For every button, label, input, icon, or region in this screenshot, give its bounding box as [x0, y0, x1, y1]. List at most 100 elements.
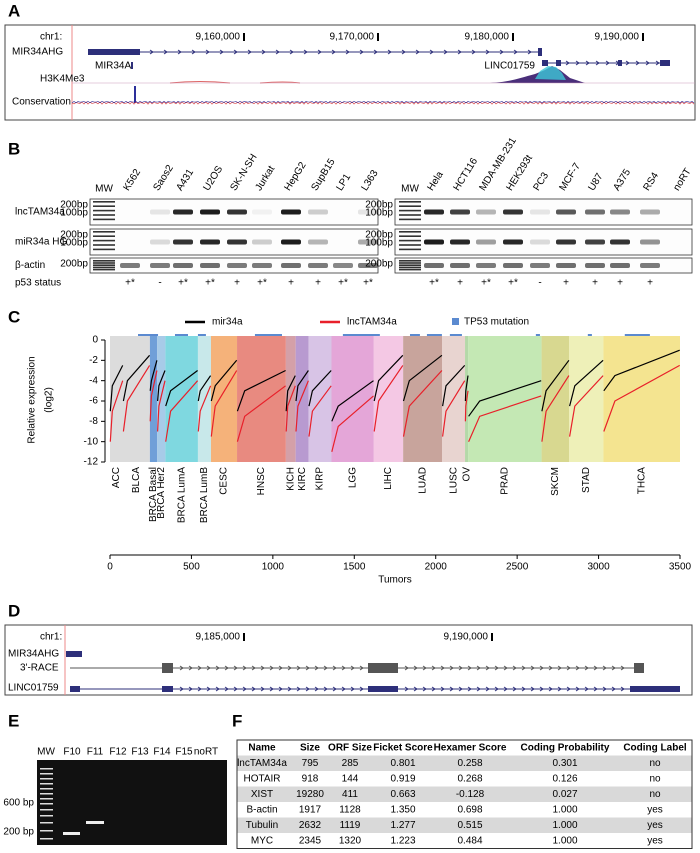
track-label: H3K4Me3 [40, 74, 85, 85]
gel-band [150, 209, 170, 215]
gel-band [358, 263, 378, 268]
ladder-band [93, 262, 115, 264]
strand-arrow [350, 686, 355, 692]
strand-arrow [615, 60, 620, 66]
strand-arrow [635, 60, 640, 66]
strand-arrow [289, 49, 294, 55]
gel-band [530, 239, 550, 245]
strand-arrow [261, 49, 266, 55]
table-cell: -0.128 [456, 789, 485, 800]
category-label: THCA [636, 467, 647, 495]
strand-arrow [512, 665, 517, 671]
gel-band [281, 263, 301, 268]
x-tick-label: 500 [183, 562, 200, 573]
coordinate-tick [491, 633, 493, 641]
table-cell: 0.663 [390, 789, 415, 800]
strand-arrow [224, 686, 229, 692]
category-band [210, 336, 238, 462]
gel-band [308, 209, 328, 215]
strand-arrow [215, 665, 220, 671]
x-tick-label: 0 [107, 562, 113, 573]
strand-arrow [503, 686, 508, 692]
panel-label: A [8, 1, 20, 20]
strand-arrow [179, 665, 184, 671]
conservation-spike [134, 86, 136, 103]
strand-arrow [566, 686, 571, 692]
category-label: OV [461, 467, 472, 482]
lane-label: HepG2 [282, 160, 308, 193]
table-cell: B-actin [246, 804, 277, 815]
x-tick-label: 2500 [506, 562, 529, 573]
mutation-range [624, 334, 650, 336]
strand-arrow [287, 665, 292, 671]
table-cell: yes [647, 835, 663, 846]
gel-band [585, 239, 605, 245]
table-header: ORF Size [328, 742, 372, 753]
gel-band [252, 239, 272, 245]
conservation-track [71, 101, 695, 104]
lane-label: F13 [131, 747, 149, 758]
strand-arrow [602, 665, 607, 671]
strand-arrow [205, 49, 210, 55]
gel [37, 760, 227, 845]
lane-label: Hela [425, 169, 445, 193]
p53-status: + [563, 278, 569, 289]
gel-band [227, 263, 247, 268]
strand-arrow [457, 49, 462, 55]
gel-band [450, 263, 470, 268]
strand-arrow [539, 686, 544, 692]
ladder-band [40, 793, 53, 795]
panel-label: C [8, 307, 20, 326]
table-cell: 918 [302, 773, 319, 784]
strand-arrow [512, 686, 517, 692]
row-label: miR34a HG [15, 237, 67, 248]
table-header: Coding Label [623, 742, 687, 753]
ladder-band [93, 214, 115, 216]
strand-arrow [260, 686, 265, 692]
lane-label: F11 [87, 747, 104, 758]
lane-label: F15 [175, 747, 193, 758]
strand-arrow [359, 686, 364, 692]
gel-band [173, 263, 193, 268]
category-band [331, 336, 374, 462]
size-marker: 200bp [60, 259, 88, 270]
strand-arrow [431, 686, 436, 692]
p53-status: +* [429, 278, 439, 289]
x-axis-label: Tumors [378, 575, 412, 586]
strand-arrow [305, 665, 310, 671]
table-cell: 795 [302, 758, 319, 769]
ladder-band [93, 248, 115, 251]
exon [618, 60, 622, 66]
strand-arrow [611, 665, 616, 671]
panel-label: B [8, 139, 20, 158]
h3k4me3-peak [535, 66, 566, 80]
strand-arrow [593, 665, 598, 671]
strand-arrow [188, 665, 193, 671]
ladder-band [40, 798, 53, 800]
ladder-band [399, 205, 421, 207]
strand-arrow [415, 49, 420, 55]
gel-band [424, 263, 444, 268]
p53-status: - [538, 278, 541, 289]
category-band [403, 336, 443, 462]
track-label: Conservation [12, 97, 71, 108]
category-band [295, 336, 309, 462]
lane-label: F10 [63, 747, 81, 758]
table-cell: 1.350 [390, 804, 415, 815]
mutation-range [342, 334, 380, 336]
category-label: BRCA LumA [176, 467, 187, 523]
strand-arrow [422, 686, 427, 692]
gel-band [503, 239, 523, 245]
strand-arrow [440, 665, 445, 671]
lane-label: Saos2 [151, 163, 176, 193]
gel-band [358, 239, 378, 245]
ladder-band [40, 809, 53, 811]
track-label: 3'-RACE [20, 663, 59, 674]
strand-arrow [575, 665, 580, 671]
gel-band [640, 263, 660, 268]
category-band [123, 336, 150, 462]
gel-band [610, 239, 630, 245]
y-tick-label: -8 [89, 416, 98, 427]
ladder-band [93, 266, 115, 269]
strand-arrow [359, 665, 364, 671]
